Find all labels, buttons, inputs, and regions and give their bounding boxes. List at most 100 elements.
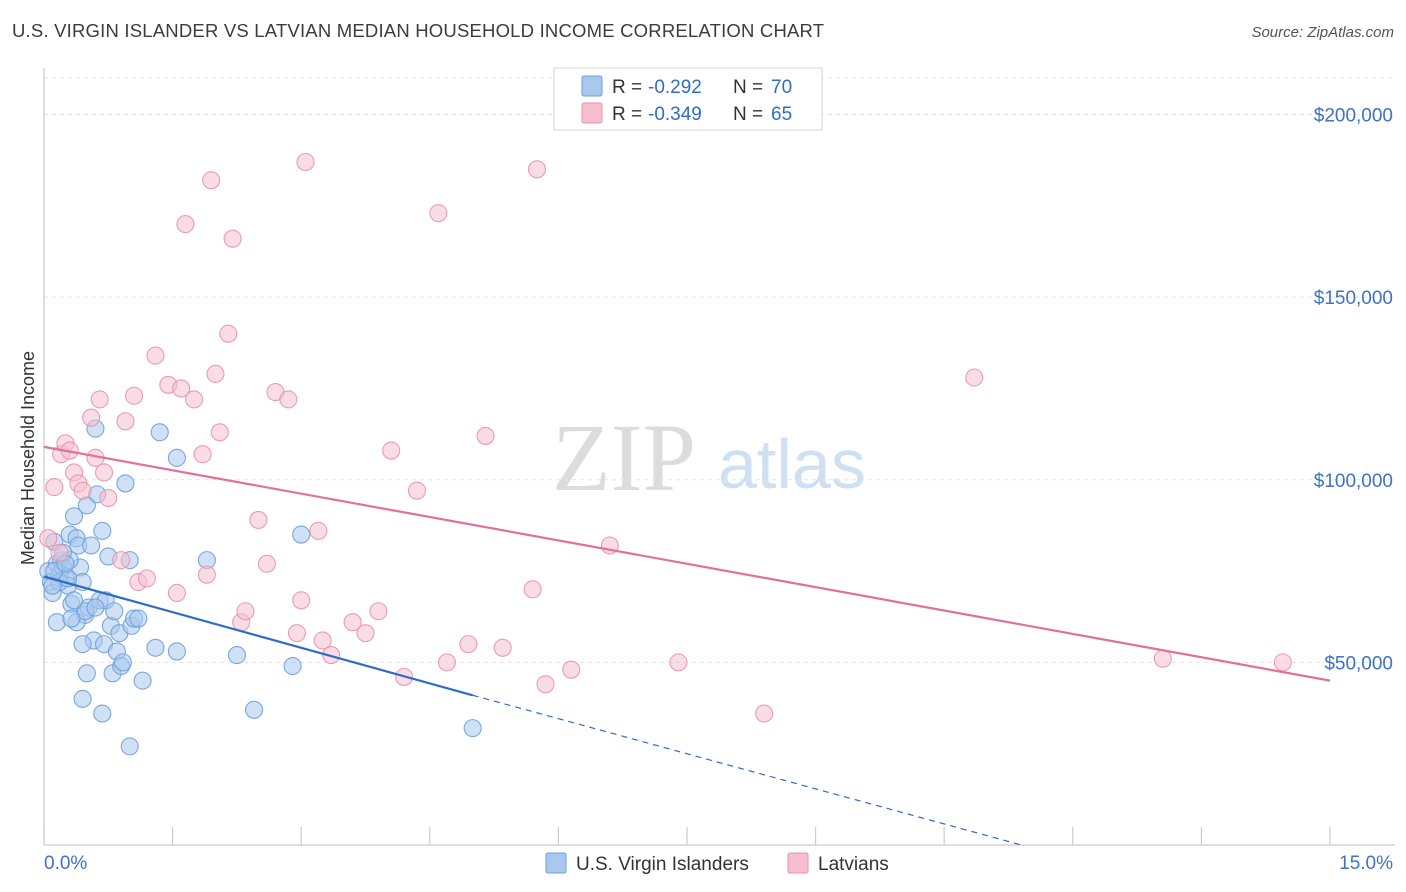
data-point bbox=[283, 656, 302, 676]
data-point bbox=[116, 412, 135, 431]
data-point bbox=[493, 638, 512, 657]
data-point bbox=[287, 624, 306, 643]
data-point bbox=[313, 631, 332, 650]
data-point bbox=[120, 737, 139, 756]
data-point bbox=[82, 536, 101, 555]
source-credit: Source: ZipAtlas.com bbox=[1251, 24, 1394, 41]
data-point bbox=[150, 423, 169, 442]
data-point bbox=[523, 580, 542, 599]
y-tick-label: $150,000 bbox=[1314, 288, 1393, 309]
watermark-zip: ZIP bbox=[552, 404, 696, 511]
series-us-virgin-islanders bbox=[39, 419, 482, 756]
data-point bbox=[476, 426, 495, 445]
bottom-legend-label-1: U.S. Virgin Islanders bbox=[576, 854, 749, 875]
data-point bbox=[669, 653, 688, 672]
data-point bbox=[219, 324, 238, 343]
data-point bbox=[94, 463, 114, 482]
data-point bbox=[407, 481, 426, 500]
bottom-legend-label-2: Latvians bbox=[818, 854, 889, 875]
data-point bbox=[437, 653, 456, 672]
bottom-legend-swatch-pink bbox=[787, 852, 809, 874]
x-tick-label-min: 0.0% bbox=[44, 853, 87, 874]
data-point bbox=[133, 671, 152, 690]
data-point bbox=[965, 368, 984, 387]
data-point bbox=[562, 660, 581, 679]
data-point bbox=[249, 510, 268, 529]
y-tick-labels: $50,000 $100,000 $150,000 $200,000 bbox=[1314, 106, 1393, 675]
series-latvians bbox=[39, 152, 1292, 723]
y-tick-label: $200,000 bbox=[1314, 106, 1393, 127]
data-point bbox=[99, 488, 118, 508]
data-point bbox=[39, 529, 58, 548]
data-point bbox=[146, 346, 165, 365]
data-point bbox=[172, 379, 191, 398]
trend-line-extension-blue bbox=[472, 694, 1022, 846]
data-point bbox=[112, 551, 131, 570]
x-tick-label-max: 15.0% bbox=[1339, 853, 1393, 874]
data-point bbox=[129, 609, 148, 628]
data-point bbox=[86, 598, 105, 617]
data-point bbox=[73, 689, 92, 708]
data-point bbox=[202, 171, 221, 190]
data-point bbox=[227, 646, 246, 665]
data-point bbox=[206, 364, 225, 383]
data-point bbox=[292, 591, 311, 610]
legend-n-value-2: 65 bbox=[771, 104, 792, 125]
data-point bbox=[244, 700, 264, 719]
legend-r-value-1: -0.292 bbox=[648, 77, 702, 98]
data-point bbox=[223, 229, 242, 248]
axes bbox=[43, 68, 1395, 846]
data-point bbox=[193, 445, 212, 464]
data-point bbox=[64, 507, 84, 526]
legend-n-label-2: N = bbox=[733, 104, 763, 125]
gridlines bbox=[44, 77, 1395, 663]
legend-n-label-1: N = bbox=[733, 77, 763, 98]
data-point bbox=[309, 521, 328, 540]
data-point bbox=[356, 624, 375, 643]
data-point bbox=[90, 390, 109, 409]
legend-r-value-2: -0.349 bbox=[648, 104, 702, 125]
trend-line-pink bbox=[43, 445, 1331, 682]
data-point bbox=[116, 474, 135, 493]
data-point bbox=[343, 613, 362, 632]
watermark: ZIP atlas bbox=[552, 404, 866, 511]
bottom-legend-swatch-blue bbox=[545, 852, 567, 874]
data-point bbox=[93, 704, 112, 723]
chart-title: U.S. VIRGIN ISLANDER VS LATVIAN MEDIAN H… bbox=[12, 20, 825, 41]
data-point bbox=[167, 583, 186, 603]
data-point bbox=[93, 521, 112, 540]
y-tick-label: $50,000 bbox=[1324, 653, 1393, 674]
data-point bbox=[146, 638, 165, 657]
legend-swatch-pink bbox=[581, 102, 603, 124]
data-point bbox=[167, 642, 186, 661]
data-point bbox=[50, 543, 69, 562]
data-point bbox=[527, 160, 547, 179]
legend-n-value-1: 70 bbox=[771, 77, 792, 98]
data-point bbox=[296, 152, 315, 172]
data-point bbox=[279, 390, 298, 409]
data-point bbox=[755, 704, 774, 723]
data-point bbox=[124, 386, 144, 405]
data-point bbox=[64, 591, 84, 610]
data-point bbox=[167, 448, 186, 467]
data-point bbox=[536, 675, 555, 694]
data-point bbox=[73, 481, 92, 500]
data-point bbox=[184, 390, 204, 409]
watermark-atlas: atlas bbox=[718, 425, 866, 503]
legend-r-label-1: R = bbox=[612, 77, 642, 98]
data-point bbox=[62, 609, 81, 628]
data-point bbox=[369, 602, 388, 621]
data-point bbox=[463, 719, 482, 738]
data-point bbox=[1273, 653, 1292, 672]
data-point bbox=[197, 565, 216, 584]
data-point bbox=[236, 602, 255, 621]
x-tick-labels: 0.0% 15.0% bbox=[44, 853, 1393, 874]
y-axis-title: Median Household Income bbox=[18, 351, 38, 565]
series-legend: U.S. Virgin Islanders Latvians bbox=[545, 852, 889, 875]
data-point bbox=[210, 423, 229, 442]
correlation-legend: R = -0.292 N = 70 R = -0.349 N = 65 bbox=[553, 67, 823, 131]
data-point bbox=[82, 408, 101, 427]
y-tick-label: $100,000 bbox=[1314, 471, 1393, 492]
data-point bbox=[137, 569, 156, 588]
